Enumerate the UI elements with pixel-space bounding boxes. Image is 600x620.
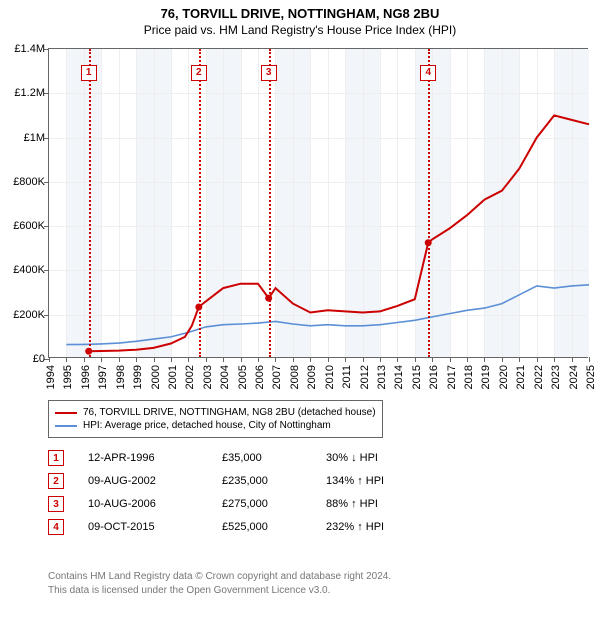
x-tick-label: 2017: [446, 365, 458, 389]
marker-line: [269, 49, 271, 357]
transactions-table: 1 12-APR-1996 £35,000 30% ↓ HPI 2 09-AUG-2002…: [48, 444, 416, 541]
transaction-marker: 4: [48, 519, 64, 535]
x-tick-label: 1998: [115, 365, 127, 389]
plot-area: £0£200K£400K£600K£800K£1M£1.2M£1.4M19941…: [48, 48, 588, 358]
y-tick-label: £1.2M: [14, 87, 45, 99]
x-tick-label: 2015: [411, 365, 423, 389]
attribution-line-2: This data is licensed under the Open Gov…: [48, 584, 391, 598]
legend-label: 76, TORVILL DRIVE, NOTTINGHAM, NG8 2BU (…: [83, 407, 376, 418]
y-tick-label: £400K: [13, 264, 45, 276]
legend-swatch: [55, 412, 77, 414]
transaction-pct: 134% ↑ HPI: [326, 475, 416, 487]
x-tick-label: 1995: [62, 365, 74, 389]
x-tick-label: 2016: [428, 365, 440, 389]
x-tick-label: 2005: [237, 365, 249, 389]
chart-container: { "title_line1": "76, TORVILL DRIVE, NOT…: [0, 0, 600, 620]
transaction-marker: 3: [48, 496, 64, 512]
transaction-price: £35,000: [222, 452, 302, 464]
x-tick-label: 1997: [97, 365, 109, 389]
x-tick-label: 2006: [254, 365, 266, 389]
x-tick-label: 2025: [585, 365, 597, 389]
x-tick-label: 2007: [271, 365, 283, 389]
x-tick-label: 2000: [150, 365, 162, 389]
transaction-row: 2 09-AUG-2002 £235,000 134% ↑ HPI: [48, 472, 416, 490]
x-tick-label: 2004: [219, 365, 231, 389]
transaction-date: 10-AUG-2006: [88, 498, 198, 510]
y-tick-label: £1M: [24, 132, 45, 144]
x-tick-label: 2009: [306, 365, 318, 389]
y-tick-label: £600K: [13, 220, 45, 232]
transaction-marker: 2: [48, 473, 64, 489]
x-tick-label: 2018: [463, 365, 475, 389]
x-tick-label: 1994: [45, 365, 57, 389]
marker-label: 1: [81, 65, 97, 81]
legend-swatch: [55, 425, 77, 427]
transaction-price: £525,000: [222, 521, 302, 533]
x-tick-label: 2020: [498, 365, 510, 389]
marker-label: 3: [261, 65, 277, 81]
x-tick-label: 2011: [341, 365, 353, 389]
legend-label: HPI: Average price, detached house, City…: [83, 420, 331, 431]
series-svg: [49, 49, 589, 359]
y-tick-label: £1.4M: [14, 43, 45, 55]
transaction-date: 09-AUG-2002: [88, 475, 198, 487]
x-tick-label: 2003: [202, 365, 214, 389]
transaction-marker: 1: [48, 450, 64, 466]
x-tick-label: 2012: [359, 365, 371, 389]
y-tick-label: £800K: [13, 176, 45, 188]
transaction-row: 4 09-OCT-2015 £525,000 232% ↑ HPI: [48, 518, 416, 536]
x-tick: [589, 357, 590, 362]
legend: 76, TORVILL DRIVE, NOTTINGHAM, NG8 2BU (…: [48, 400, 383, 438]
hpi-line: [66, 285, 589, 345]
price-line: [89, 115, 589, 351]
x-tick-label: 1996: [80, 365, 92, 389]
marker-label: 4: [420, 65, 436, 81]
x-tick-label: 2022: [533, 365, 545, 389]
transaction-pct: 30% ↓ HPI: [326, 452, 416, 464]
x-tick-label: 2019: [480, 365, 492, 389]
transaction-pct: 232% ↑ HPI: [326, 521, 416, 533]
attribution-line-1: Contains HM Land Registry data © Crown c…: [48, 570, 391, 584]
transaction-price: £235,000: [222, 475, 302, 487]
marker-label: 2: [191, 65, 207, 81]
title-line-2: Price paid vs. HM Land Registry's House …: [0, 23, 600, 37]
x-tick-label: 2021: [515, 365, 527, 389]
marker-line: [199, 49, 201, 357]
x-tick-label: 2013: [376, 365, 388, 389]
x-tick-label: 2010: [324, 365, 336, 389]
x-tick-label: 2001: [167, 365, 179, 389]
titles: 76, TORVILL DRIVE, NOTTINGHAM, NG8 2BU P…: [0, 0, 600, 37]
attribution: Contains HM Land Registry data © Crown c…: [48, 570, 391, 597]
transaction-date: 12-APR-1996: [88, 452, 198, 464]
transaction-row: 3 10-AUG-2006 £275,000 88% ↑ HPI: [48, 495, 416, 513]
x-tick-label: 1999: [132, 365, 144, 389]
marker-line: [428, 49, 430, 357]
transaction-pct: 88% ↑ HPI: [326, 498, 416, 510]
transaction-price: £275,000: [222, 498, 302, 510]
y-tick-label: £0: [33, 353, 45, 365]
y-tick-label: £200K: [13, 309, 45, 321]
x-tick-label: 2023: [550, 365, 562, 389]
transaction-date: 09-OCT-2015: [88, 521, 198, 533]
x-tick-label: 2014: [393, 365, 405, 389]
marker-line: [89, 49, 91, 357]
legend-row: 76, TORVILL DRIVE, NOTTINGHAM, NG8 2BU (…: [55, 407, 376, 418]
x-tick-label: 2008: [289, 365, 301, 389]
title-line-1: 76, TORVILL DRIVE, NOTTINGHAM, NG8 2BU: [0, 6, 600, 21]
x-tick-label: 2024: [568, 365, 580, 389]
transaction-row: 1 12-APR-1996 £35,000 30% ↓ HPI: [48, 449, 416, 467]
x-tick-label: 2002: [184, 365, 196, 389]
legend-row: HPI: Average price, detached house, City…: [55, 420, 376, 431]
